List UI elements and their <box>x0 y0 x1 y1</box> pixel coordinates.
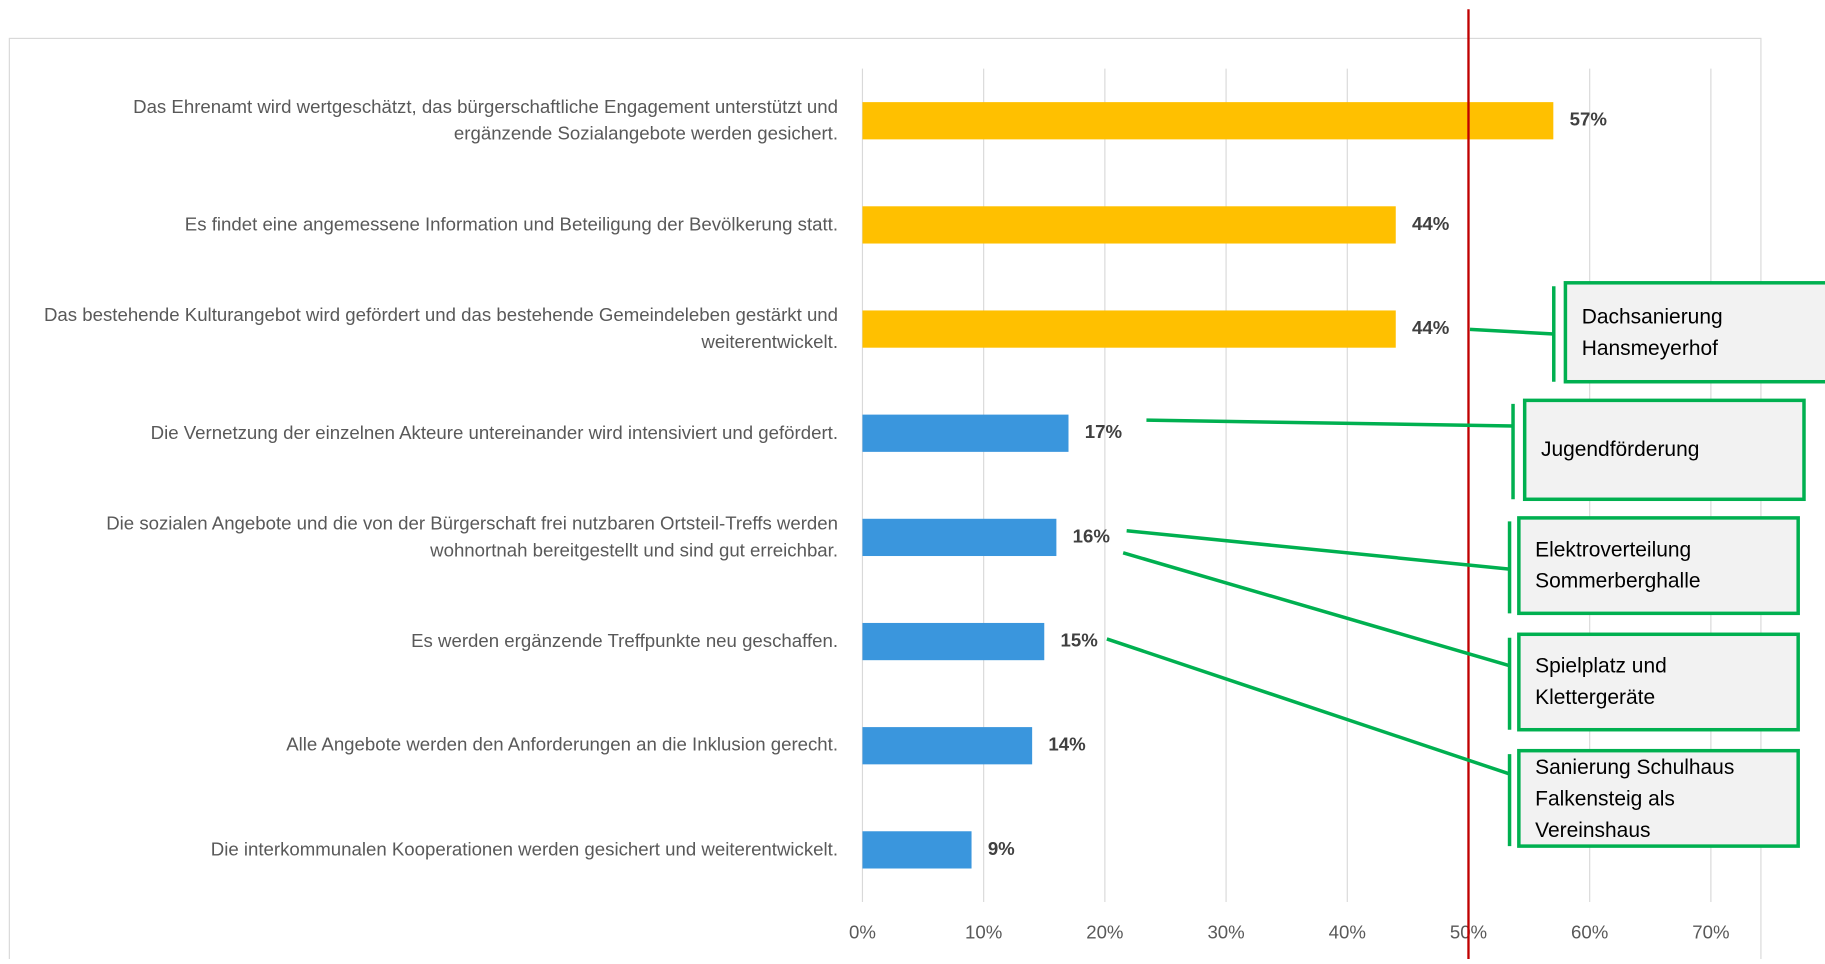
callout-leader <box>1469 327 1554 336</box>
data-label: 17% <box>1085 421 1123 442</box>
bar <box>862 102 1554 140</box>
callout: Sanierung Schulhaus Falkensteig als Vere… <box>1535 754 1735 841</box>
category-label: Es werden ergänzende Treffpunkte neu ges… <box>411 631 839 652</box>
category-label: Es findet eine angemessene Information u… <box>184 214 839 235</box>
category-label: Die sozialen Angebote und die von der Bü… <box>106 513 839 561</box>
callout-leader <box>1106 637 1511 776</box>
x-tick-label: 40% <box>1329 921 1366 942</box>
x-tick-label: 10% <box>965 921 1002 942</box>
data-label: 16% <box>1073 525 1111 546</box>
callout-text: Spielplatz und Klettergeräte <box>1535 654 1667 709</box>
x-tick-label: 30% <box>1207 921 1244 942</box>
bar <box>862 622 1045 661</box>
callout: Spielplatz und Klettergeräte <box>1535 654 1667 709</box>
bar <box>862 727 1033 765</box>
category-text: Das Ehrenamt wird wertgeschätzt, das bür… <box>133 97 839 145</box>
callout-box <box>1522 398 1806 502</box>
data-label: 9% <box>988 838 1015 859</box>
data-label: 44% <box>1412 213 1450 234</box>
x-tick-label: 20% <box>1086 921 1123 942</box>
callout: Jugendförderung <box>1540 437 1700 461</box>
category-text: Alle Angebote werden den Anforderungen a… <box>286 735 839 756</box>
callout-text: Sanierung Schulhaus Falkensteig als Vere… <box>1535 754 1735 841</box>
callout-text: Dachsanierung Hansmeyerhof <box>1581 304 1723 360</box>
category-text: Die interkommunalen Kooperationen werden… <box>210 839 839 860</box>
category-text: Es findet eine angemessene Information u… <box>184 214 839 235</box>
category-label: Das bestehende Kulturangebot wird geförd… <box>43 305 839 353</box>
category-text: Das bestehende Kulturangebot wird geförd… <box>43 305 839 353</box>
category-label: Die interkommunalen Kooperationen werden… <box>210 839 839 860</box>
category-text: Die Vernetzung der einzelnen Akteure unt… <box>150 423 839 444</box>
category-label: Alle Angebote werden den Anforderungen a… <box>286 735 839 756</box>
callout-text: Jugendförderung <box>1540 437 1700 461</box>
data-label: 15% <box>1061 629 1099 650</box>
category-text: Es werden ergänzende Treffpunkte neu ges… <box>411 631 839 652</box>
callout: Elektroverteilung Sommerberghalle <box>1535 537 1701 593</box>
category-label: Das Ehrenamt wird wertgeschätzt, das bür… <box>133 97 839 145</box>
x-tick-label: 60% <box>1571 921 1608 942</box>
category-label: Die Vernetzung der einzelnen Akteure unt… <box>150 423 839 444</box>
x-tick-label: 0% <box>849 921 876 942</box>
callout-leader <box>1146 418 1514 428</box>
callout-box <box>1563 281 1825 384</box>
bar <box>862 831 972 869</box>
bar <box>862 310 1396 348</box>
bar <box>862 518 1057 557</box>
callout-leader <box>1126 528 1510 571</box>
category-text: Die sozialen Angebote und die von der Bü… <box>106 513 839 561</box>
callout-box <box>1517 748 1800 848</box>
callout-text: Elektroverteilung Sommerberghalle <box>1535 537 1701 593</box>
callout-box <box>1517 516 1800 616</box>
bar <box>862 414 1069 452</box>
callout-leader <box>1122 551 1511 668</box>
bar <box>862 206 1396 244</box>
data-label: 44% <box>1412 317 1450 338</box>
callout-box <box>1517 632 1800 732</box>
data-label: 14% <box>1048 734 1086 755</box>
x-tick-label: 70% <box>1692 921 1729 942</box>
data-label: 57% <box>1570 109 1608 130</box>
chart-border <box>8 37 1762 964</box>
callout: Dachsanierung Hansmeyerhof <box>1581 304 1723 360</box>
